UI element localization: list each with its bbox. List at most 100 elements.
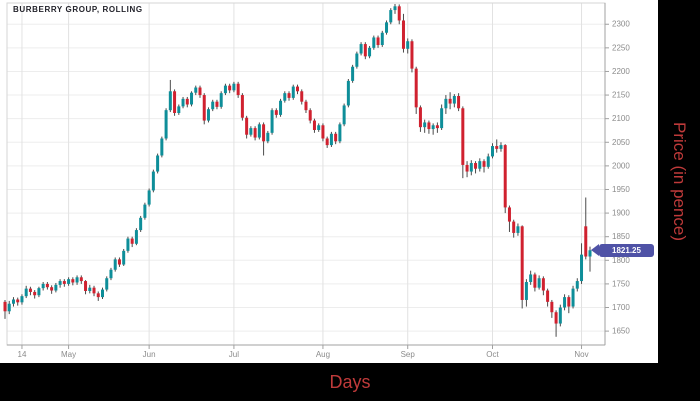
candle[interactable]: [240, 93, 244, 121]
candle[interactable]: [541, 276, 545, 296]
candle[interactable]: [363, 42, 367, 60]
candle[interactable]: [372, 35, 376, 50]
candle[interactable]: [185, 96, 189, 108]
candle[interactable]: [469, 160, 473, 176]
candle[interactable]: [491, 143, 494, 159]
candle[interactable]: [92, 285, 96, 297]
candle[interactable]: [376, 35, 380, 48]
candle[interactable]: [126, 236, 130, 253]
candle[interactable]: [71, 277, 75, 286]
candle[interactable]: [406, 38, 410, 54]
candle[interactable]: [113, 257, 117, 272]
candle[interactable]: [440, 104, 444, 130]
candle[interactable]: [334, 131, 338, 145]
candle[interactable]: [346, 79, 350, 108]
candle[interactable]: [368, 45, 372, 59]
candle[interactable]: [304, 99, 308, 114]
candle[interactable]: [139, 215, 143, 232]
candle[interactable]: [3, 299, 7, 319]
candle[interactable]: [482, 159, 486, 173]
candle[interactable]: [173, 89, 177, 116]
candle[interactable]: [181, 96, 185, 109]
candle[interactable]: [465, 161, 469, 178]
candle[interactable]: [253, 126, 257, 141]
candle[interactable]: [143, 202, 147, 220]
candle[interactable]: [296, 84, 299, 95]
candle[interactable]: [270, 108, 274, 135]
candle[interactable]: [342, 103, 346, 127]
candle[interactable]: [109, 267, 113, 281]
candle[interactable]: [317, 123, 321, 132]
candle[interactable]: [75, 275, 79, 285]
candle[interactable]: [117, 257, 121, 267]
candle[interactable]: [397, 4, 401, 25]
candle[interactable]: [550, 299, 554, 318]
candle[interactable]: [249, 126, 253, 137]
candle[interactable]: [291, 84, 295, 100]
candle[interactable]: [329, 131, 333, 147]
candle[interactable]: [45, 282, 49, 290]
candle[interactable]: [279, 98, 283, 117]
candle[interactable]: [88, 284, 92, 294]
candle[interactable]: [160, 136, 164, 158]
candle[interactable]: [588, 246, 592, 272]
candle[interactable]: [190, 91, 194, 107]
candle[interactable]: [20, 294, 24, 305]
candle[interactable]: [266, 130, 270, 144]
candle[interactable]: [512, 219, 516, 238]
candle[interactable]: [206, 107, 210, 123]
candle[interactable]: [79, 275, 83, 284]
candle[interactable]: [156, 153, 160, 174]
candle[interactable]: [67, 277, 71, 286]
candle[interactable]: [232, 81, 236, 93]
candle[interactable]: [151, 169, 155, 193]
candle[interactable]: [223, 83, 227, 96]
candle[interactable]: [351, 64, 355, 83]
candle[interactable]: [474, 161, 478, 174]
candle[interactable]: [58, 279, 62, 288]
candle[interactable]: [24, 285, 28, 299]
candle[interactable]: [177, 104, 181, 115]
candle[interactable]: [325, 136, 329, 148]
candle[interactable]: [423, 119, 427, 133]
candle[interactable]: [558, 304, 562, 327]
candle[interactable]: [245, 115, 249, 139]
candle[interactable]: [418, 105, 422, 132]
candle[interactable]: [257, 122, 261, 140]
candle[interactable]: [529, 270, 533, 285]
candle[interactable]: [215, 99, 219, 110]
candle[interactable]: [524, 279, 528, 307]
candle[interactable]: [84, 280, 88, 295]
candle[interactable]: [134, 228, 138, 246]
candle[interactable]: [164, 108, 168, 141]
candle[interactable]: [41, 282, 45, 291]
candle[interactable]: [554, 310, 558, 337]
candle[interactable]: [194, 85, 198, 96]
candle[interactable]: [410, 39, 414, 73]
candle[interactable]: [537, 275, 541, 290]
candle[interactable]: [130, 236, 134, 248]
candle[interactable]: [571, 285, 575, 309]
candle[interactable]: [520, 225, 524, 309]
candle[interactable]: [448, 92, 452, 110]
candle[interactable]: [300, 89, 304, 105]
candle[interactable]: [236, 81, 240, 98]
candle[interactable]: [380, 30, 384, 47]
candle[interactable]: [198, 85, 202, 98]
candle[interactable]: [28, 286, 32, 296]
candle[interactable]: [478, 158, 482, 172]
candle[interactable]: [486, 153, 490, 169]
candle[interactable]: [308, 108, 312, 124]
candlestick-chart[interactable]: 1650 1700 1750 1800 1850 1900 1950 2000 2050 2100…: [0, 0, 658, 363]
candle[interactable]: [359, 42, 363, 56]
candle[interactable]: [457, 93, 461, 112]
candle[interactable]: [393, 3, 397, 14]
candle[interactable]: [228, 83, 232, 94]
candle[interactable]: [503, 144, 507, 214]
candle[interactable]: [355, 51, 359, 69]
candle[interactable]: [321, 123, 325, 142]
candle[interactable]: [414, 66, 418, 114]
candle[interactable]: [431, 123, 435, 135]
candle[interactable]: [580, 243, 584, 284]
candle[interactable]: [37, 286, 41, 298]
